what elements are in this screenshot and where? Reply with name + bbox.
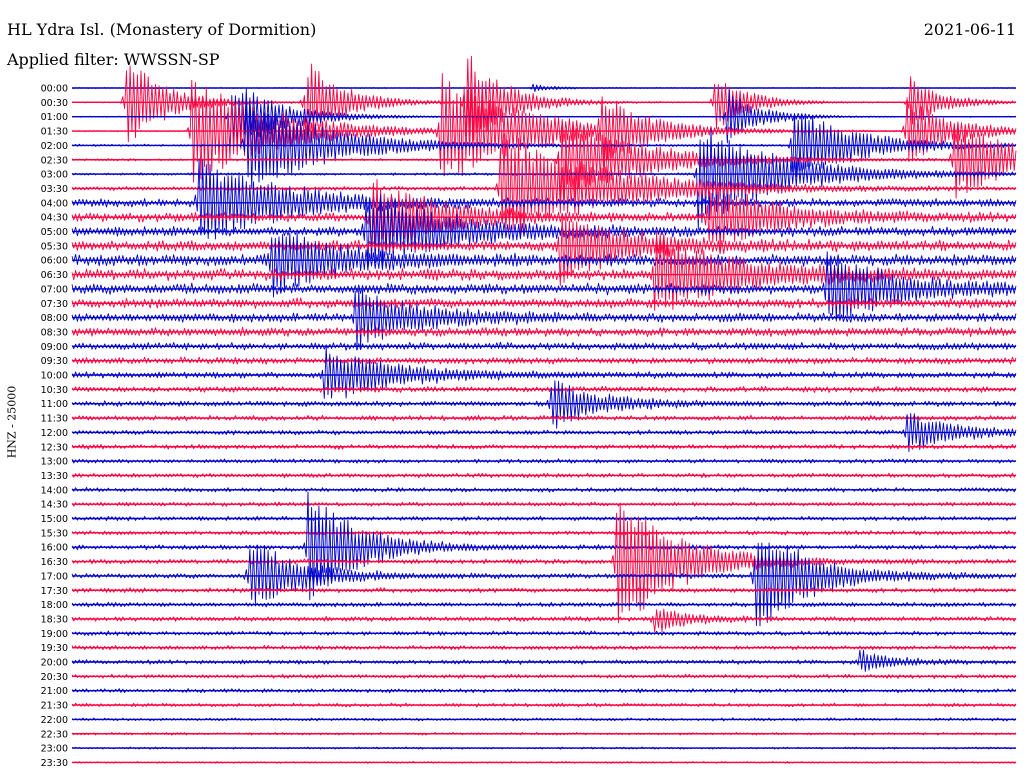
row-time-label: 21:00 xyxy=(41,686,68,697)
trace-row-0630 xyxy=(71,231,1017,311)
row-time-label: 06:00 xyxy=(41,256,68,267)
row-time-label: 20:00 xyxy=(41,658,68,669)
row-time-label: 07:00 xyxy=(41,284,68,295)
filter-label: Applied filter: WWSSN-SP xyxy=(7,50,220,69)
row-time-label: 21:30 xyxy=(41,701,68,712)
row-time-label: 19:30 xyxy=(41,643,68,654)
trace-row-1530 xyxy=(71,530,1017,536)
row-time-label: 05:30 xyxy=(41,241,68,252)
trace-row-0400 xyxy=(71,159,1017,240)
row-time-label: 19:00 xyxy=(41,629,68,640)
row-time-label: 08:30 xyxy=(41,327,68,338)
row-time-label: 13:00 xyxy=(41,457,68,468)
row-time-label: 02:30 xyxy=(41,155,68,166)
row-time-label: 00:30 xyxy=(41,98,68,109)
row-time-label: 17:30 xyxy=(41,586,68,597)
row-time-label: 17:00 xyxy=(41,571,68,582)
row-time-label: 22:30 xyxy=(41,729,68,740)
trace-row-0800 xyxy=(71,289,1017,348)
row-time-label: 22:00 xyxy=(41,715,68,726)
row-time-label: 09:00 xyxy=(41,342,68,353)
row-time-label: 12:00 xyxy=(41,428,68,439)
row-time-label: 14:00 xyxy=(41,485,68,496)
trace-row-0700 xyxy=(71,251,1017,322)
row-time-label: 13:30 xyxy=(41,471,68,482)
row-time-label: 09:30 xyxy=(41,356,68,367)
row-time-label: 23:00 xyxy=(41,744,68,755)
trace-row-0530 xyxy=(71,214,1017,286)
row-time-label: 01:30 xyxy=(41,127,68,138)
station-title: HL Ydra Isl. (Monastery of Dormition) xyxy=(7,20,317,39)
row-time-label: 03:30 xyxy=(41,184,68,195)
row-time-label: 01:00 xyxy=(41,112,68,123)
row-time-label: 08:00 xyxy=(41,313,68,324)
row-time-label: 16:30 xyxy=(41,557,68,568)
row-time-label: 15:00 xyxy=(41,514,68,525)
row-time-label: 12:30 xyxy=(41,442,68,453)
row-time-label: 23:30 xyxy=(41,758,68,769)
trace-layer xyxy=(71,55,1017,764)
row-time-label: 18:30 xyxy=(41,614,68,625)
row-time-label: 04:30 xyxy=(41,213,68,224)
row-time-label: 18:00 xyxy=(41,600,68,611)
row-time-label: 20:30 xyxy=(41,672,68,683)
time-label-column: 00:00 00:30 01:00 01:30 02:00 02:30 03:00 03:30… xyxy=(41,84,68,769)
row-time-label: 16:00 xyxy=(41,543,68,554)
row-time-label: 00:00 xyxy=(41,84,68,95)
row-time-label: 10:30 xyxy=(41,385,68,396)
trace-row-1830 xyxy=(71,608,1017,633)
trace-row-1000 xyxy=(71,345,1017,399)
trace-row-0430 xyxy=(71,179,1017,257)
trace-row-2000 xyxy=(71,649,1017,672)
row-time-label: 14:30 xyxy=(41,500,68,511)
row-time-label: 04:00 xyxy=(41,198,68,209)
row-time-label: 11:30 xyxy=(41,414,68,425)
row-time-label: 11:00 xyxy=(41,399,68,410)
row-time-label: 02:00 xyxy=(41,141,68,152)
row-time-label: 06:30 xyxy=(41,270,68,281)
row-time-label: 07:30 xyxy=(41,299,68,310)
row-time-label: 03:00 xyxy=(41,170,68,181)
trace-row-1600 xyxy=(71,491,1017,601)
trace-row-1700 xyxy=(71,542,1017,627)
date-label: 2021-06-11 xyxy=(923,20,1016,39)
row-time-label: 10:00 xyxy=(41,371,68,382)
row-time-label: 05:00 xyxy=(41,227,68,238)
row-time-label: 15:30 xyxy=(41,528,68,539)
trace-row-0500 xyxy=(71,194,1017,271)
